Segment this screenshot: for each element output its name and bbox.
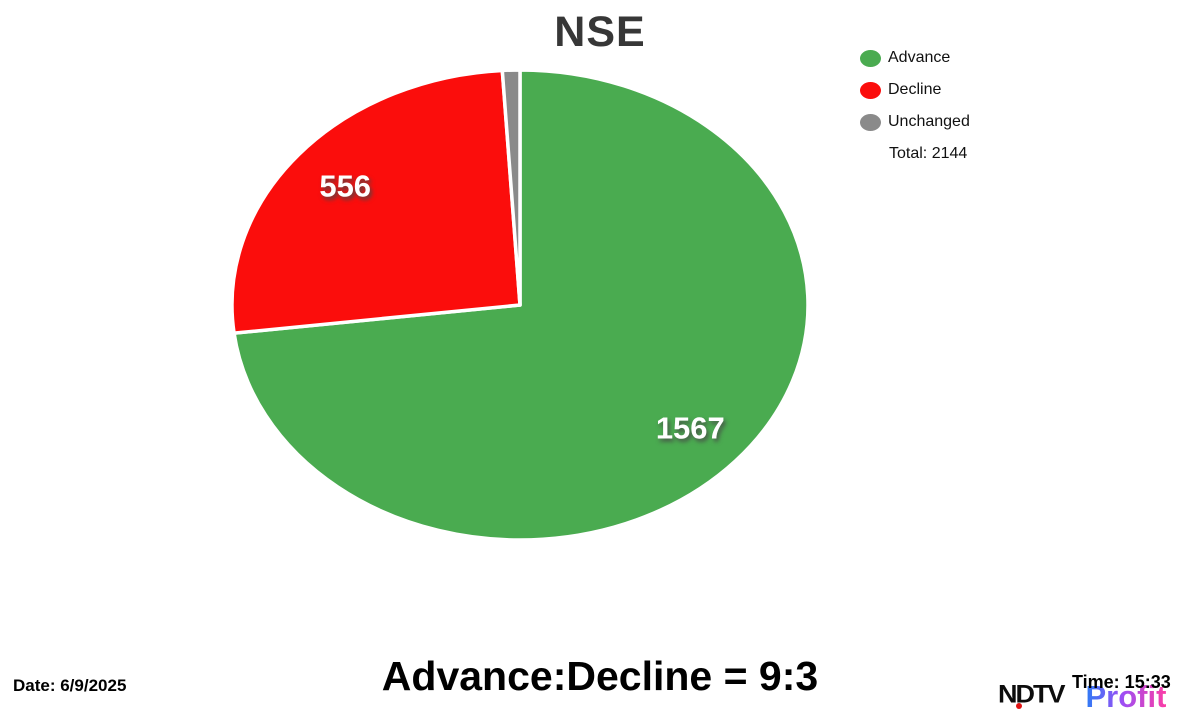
advance-decline-ratio: Advance:Decline = 9:3: [381, 653, 819, 699]
profit-logo-text: Profit: [1085, 679, 1167, 714]
legend-label-advance: Advance: [888, 49, 951, 66]
pie-value-label-decline: 556: [319, 169, 371, 204]
legend-item-decline: Decline: [860, 74, 970, 106]
ndtv-logo-text: NDTV: [998, 680, 1065, 708]
pie-value-label-advance: 1567: [656, 411, 725, 446]
legend-label-unchanged: Unchanged: [888, 113, 970, 130]
legend-total: Total: 2144: [889, 145, 968, 162]
ndtv-profit-logo: NDTV Profit: [998, 681, 1166, 712]
legend-item-advance: Advance: [860, 42, 970, 74]
advance-dot-icon: [860, 49, 881, 67]
pie-slice-unchanged: [500, 68, 522, 307]
ndtv-red-dot-icon: [1016, 703, 1022, 709]
decline-dot-icon: [860, 81, 881, 99]
chart-title: NSE: [554, 8, 646, 56]
legend-item-unchanged: Unchanged: [860, 106, 970, 138]
date-label: Date: 6/9/2025: [13, 676, 127, 695]
time-label: Time: 15:33: [1072, 672, 1171, 692]
unchanged-dot-icon: [860, 113, 881, 131]
pie-slice-decline: [230, 68, 522, 335]
legend-label-decline: Decline: [888, 81, 942, 98]
legend: Advance Decline Unchanged Total: 2144: [860, 42, 970, 170]
